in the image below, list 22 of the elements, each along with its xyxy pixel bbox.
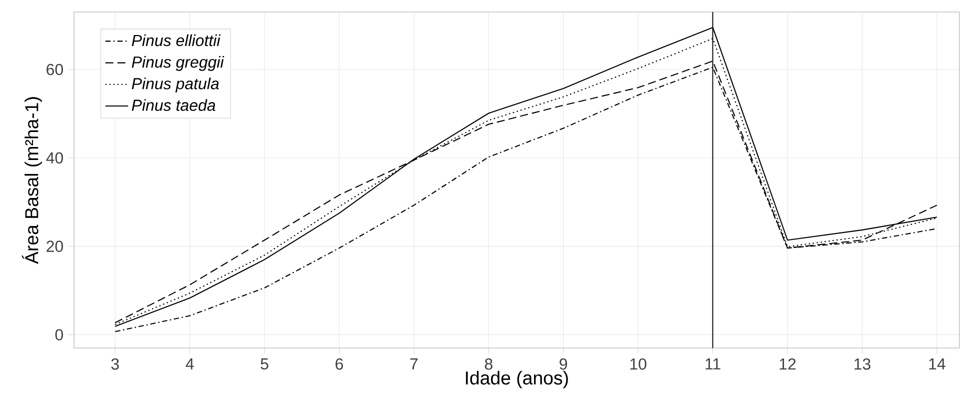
y-tick-label: 60 [46,64,63,76]
legend-label: Pinus patula [132,78,219,93]
legend-label: Pinus greggii [132,56,224,71]
x-tick-label: 8 [484,358,492,370]
y-tick-label: 0 [55,329,63,340]
x-tick-label: 5 [260,358,268,370]
x-axis-title: Idade (anos) [466,370,568,388]
x-tick-label: 4 [186,358,194,370]
legend-label: Pinus elliottii [132,34,221,46]
x-tick-label: 11 [706,358,720,370]
x-tick-label: 7 [410,358,418,370]
x-tick-label: 10 [630,358,646,370]
x-tick-label: 14 [929,358,946,370]
x-tick-label: 12 [780,358,796,370]
y-tick-label: 20 [46,240,63,252]
x-tick-label: 9 [560,358,568,370]
y-tick-label: 40 [46,152,63,164]
x-tick-label: 13 [854,358,870,370]
x-tick-label: 6 [336,358,343,370]
legend-label: Pinus taeda [132,99,216,111]
y-axis-title: Área Basal (m²ha-1) [22,97,42,264]
x-tick-label: 3 [111,358,119,370]
